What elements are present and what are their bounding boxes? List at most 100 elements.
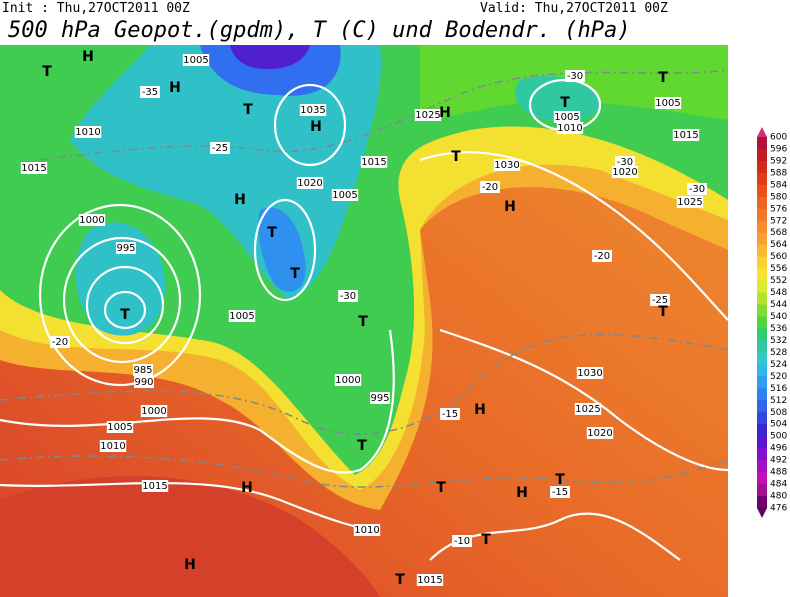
colorbar-cell <box>757 388 767 401</box>
label-box <box>556 122 584 134</box>
label-box <box>576 367 604 379</box>
contour-label: -15 <box>552 487 568 498</box>
label-box <box>687 183 707 195</box>
map-title: 500 hPa Geopot.(gpdm), T (C) und Bodendr… <box>8 18 631 43</box>
colorbar-cell <box>757 280 767 294</box>
contour-label: 1005 <box>183 55 208 66</box>
colorbar-cell <box>757 436 767 449</box>
contour-label: 1020 <box>612 167 637 178</box>
contour-label: 1010 <box>100 441 125 452</box>
contour-label: 1020 <box>587 428 612 439</box>
pressure-center: T <box>395 572 405 588</box>
contour-label: 1015 <box>361 157 386 168</box>
contour-label: 995 <box>370 393 389 404</box>
colorbar-label: 596 <box>770 144 787 154</box>
colorbar-cell <box>757 232 767 246</box>
colorbar-cell <box>757 376 767 389</box>
colorbar-label: 488 <box>770 468 787 478</box>
colorbar-label: 600 <box>770 133 787 143</box>
label-box <box>440 408 460 420</box>
contour-label: 1005 <box>229 311 254 322</box>
label-box <box>676 196 704 208</box>
colorbar-label: 548 <box>770 288 787 298</box>
field-blue-low <box>258 207 306 292</box>
pressure-center: H <box>234 192 246 208</box>
isobar <box>62 236 182 364</box>
colorbar-label: 580 <box>770 192 787 202</box>
contour-label: 1005 <box>554 112 579 123</box>
isotherm <box>0 455 728 488</box>
pressure-center: T <box>42 64 52 80</box>
isotherm <box>39 69 728 161</box>
colorbar-label: 592 <box>770 156 787 166</box>
label-box <box>493 159 521 171</box>
pressure-center: T <box>560 95 570 111</box>
colorbar-label: 568 <box>770 228 787 238</box>
pressure-center: T <box>357 438 367 454</box>
field-red <box>0 476 380 597</box>
contour-label: -15 <box>442 409 458 420</box>
isobar <box>439 328 728 472</box>
colorbar-cell <box>757 460 767 473</box>
label-box <box>654 97 682 109</box>
valid-time: Valid: Thu,27OCT2011 00Z <box>480 1 668 16</box>
contour-label: -25 <box>212 143 228 154</box>
contour-label: -30 <box>617 157 633 168</box>
contour-label: 1030 <box>494 160 519 171</box>
colorbar-label: 504 <box>770 420 787 430</box>
pressure-center: T <box>658 70 668 86</box>
colorbar-label: 588 <box>770 168 787 178</box>
contour-label: 995 <box>116 243 135 254</box>
colorbar-label: 536 <box>770 324 787 334</box>
pressure-center: T <box>436 480 446 496</box>
label-box <box>78 214 106 226</box>
colorbar-cell <box>757 400 767 413</box>
colorbar-label: 500 <box>770 432 787 442</box>
label-box <box>299 104 327 116</box>
label-box <box>99 440 127 452</box>
colorbar-label: 540 <box>770 312 787 322</box>
colorbar-label: 508 <box>770 408 787 418</box>
contour-label: 985 <box>133 365 152 376</box>
label-box <box>74 126 102 138</box>
label-box <box>360 156 388 168</box>
colorbar-cell <box>757 196 767 210</box>
isobar <box>38 203 202 387</box>
label-box <box>480 181 500 193</box>
isobar <box>0 481 381 532</box>
label-box <box>550 486 570 498</box>
colorbar-cell <box>757 268 767 282</box>
colorbar-label: 492 <box>770 456 787 466</box>
pressure-center: T <box>243 102 253 118</box>
contour-label: 1025 <box>677 197 702 208</box>
label-box <box>553 111 581 123</box>
label-box <box>353 524 381 536</box>
label-box <box>140 86 160 98</box>
colorbar-cell <box>757 364 767 377</box>
contour-label: 1005 <box>107 422 132 433</box>
colorbar-label: 484 <box>770 480 787 490</box>
contour-label: 1015 <box>142 481 167 492</box>
colorbar-cell <box>757 244 767 258</box>
colorbar-cell <box>757 412 767 425</box>
label-box <box>20 162 48 174</box>
contour-label: -25 <box>652 295 668 306</box>
colorbar-label: 556 <box>770 264 787 274</box>
label-box <box>210 142 230 154</box>
label-box <box>338 290 358 302</box>
label-box <box>50 336 70 348</box>
colorbar-cell <box>757 160 767 174</box>
label-box <box>592 250 612 262</box>
label-box <box>672 129 700 141</box>
colorbar-bottom <box>757 508 767 518</box>
label-box <box>650 294 670 306</box>
colorbar-label: 528 <box>770 348 787 358</box>
label-box <box>452 535 472 547</box>
contour-label: -35 <box>142 87 158 98</box>
field-cyan-ne <box>514 76 600 122</box>
label-box <box>182 54 210 66</box>
